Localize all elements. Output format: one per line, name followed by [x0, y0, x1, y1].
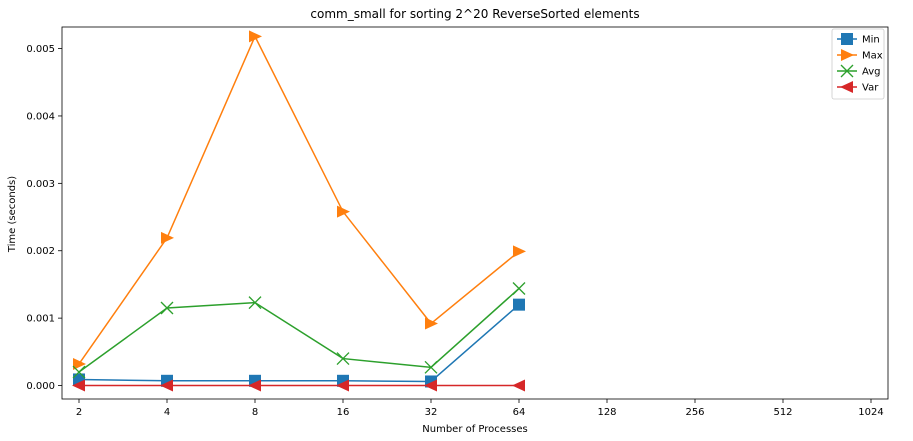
x-tick-label: 128 [597, 407, 616, 418]
data-point-max [513, 245, 526, 258]
legend-label-min: Min [862, 35, 880, 46]
series-line-max [78, 34, 520, 365]
marker-stroke [840, 64, 854, 78]
marker-stroke [424, 360, 438, 374]
x-tick-label: 256 [685, 407, 704, 418]
chart-title: comm_small for sorting 2^20 ReverseSorte… [310, 7, 639, 21]
y-axis: 0.000 0.001 0.002 0.003 0.004 0.005 [26, 44, 62, 392]
legend-label-max: Max [862, 51, 883, 62]
series-max [73, 30, 526, 370]
x-tick-label: 16 [337, 407, 350, 418]
x-axis: 2 4 8 16 32 64 128 256 512 1024 [76, 399, 884, 418]
legend-box [831, 28, 885, 100]
series-layer [72, 30, 526, 392]
y-tick-label: 0.001 [26, 314, 55, 325]
marker-stroke [512, 282, 526, 295]
x-tick-label: 512 [773, 407, 792, 418]
data-point-var [512, 379, 525, 392]
data-point-var [336, 379, 349, 392]
data-point-max [337, 205, 350, 218]
plot-area-frame [61, 26, 889, 400]
data-point-var [160, 379, 173, 392]
data-point-max [425, 317, 438, 330]
series-avg [72, 282, 526, 379]
y-axis-label: Time (seconds) [7, 176, 18, 253]
legend: Min Max Avg Var [831, 28, 885, 100]
marker-stroke [336, 352, 350, 366]
x-tick-label: 1024 [858, 407, 883, 418]
data-point-var [72, 379, 85, 392]
legend-marker-var [840, 81, 853, 93]
y-tick-label: 0.000 [26, 381, 55, 392]
data-point-avg [424, 360, 438, 374]
data-point-max [73, 357, 86, 370]
legend-marker-avg [840, 64, 854, 78]
data-point-avg [248, 296, 262, 310]
y-tick-label: 0.004 [26, 111, 55, 122]
x-axis-label: Number of Processes [422, 424, 527, 435]
y-tick-label: 0.002 [26, 246, 55, 257]
y-tick-label: 0.003 [26, 179, 55, 190]
series-line-min [78, 304, 520, 383]
series-line-avg [78, 287, 520, 373]
data-point-var [424, 379, 437, 392]
legend-marker-max [841, 49, 854, 61]
data-point-max [249, 30, 262, 43]
legend-marker-min [841, 33, 853, 45]
data-point-avg [72, 365, 86, 379]
marker-stroke [72, 365, 86, 379]
x-tick-label: 64 [513, 407, 526, 418]
y-tick-label: 0.005 [26, 44, 55, 55]
series-var [72, 379, 525, 392]
data-point-min [513, 298, 525, 311]
data-point-max [161, 231, 174, 244]
marker-stroke [248, 296, 262, 310]
legend-label-avg: Avg [862, 67, 881, 78]
data-point-avg [336, 352, 350, 366]
data-point-avg [160, 301, 174, 315]
x-tick-label: 8 [252, 407, 258, 418]
marker-stroke [160, 301, 174, 315]
legend-label-var: Var [862, 83, 879, 94]
data-point-avg [512, 282, 526, 295]
data-point-var [248, 379, 261, 392]
x-tick-label: 32 [425, 407, 438, 418]
x-tick-label: 4 [164, 407, 170, 418]
x-tick-label: 2 [76, 407, 82, 418]
